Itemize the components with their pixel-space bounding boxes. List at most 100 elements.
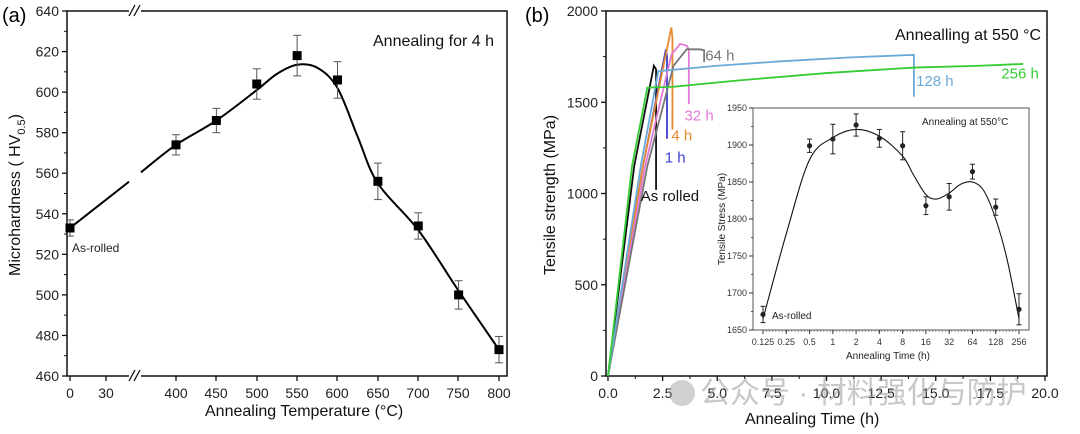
x-tick-label: 5.0	[708, 385, 728, 401]
inset-annotation: As-rolled	[772, 311, 811, 322]
ylabel-text: Microhardness ( HV	[7, 134, 24, 276]
panel-b-ylabel: Tensile strength (MPa)	[542, 115, 559, 275]
y-tick-label: 1000	[567, 186, 598, 202]
panel-a-y-ticks: 460 480 500 520 540 560 580 600 620 640	[36, 3, 67, 384]
x-tick-label: 500	[245, 385, 269, 401]
curve-label: 256 h	[1001, 66, 1039, 83]
curve-label: As rolled	[641, 188, 699, 205]
data-point	[65, 223, 75, 233]
panel-b-y-ticks: 0 500 1000 1500 2000	[567, 3, 606, 384]
data-point	[333, 75, 342, 85]
panel-a-points	[65, 34, 504, 364]
watermark: 公众号 · 材料强化与防护	[700, 377, 1027, 410]
y-tick-label: 2000	[567, 3, 598, 19]
y-tick-label: 600	[36, 84, 60, 100]
panel-a-ylabel: Microhardness ( HV0.5)	[7, 114, 28, 276]
y-tick-label: 460	[36, 368, 60, 384]
data-point	[900, 143, 906, 149]
as-rolled-annotation: As-rolled	[72, 241, 119, 255]
data-point	[806, 143, 813, 149]
x-tick-label: 450	[204, 385, 228, 401]
curve-label: 4 h	[671, 128, 692, 145]
x-tick-label: 0.0	[598, 385, 618, 401]
inset-x-ticks: 0.125 0.25 0.5 1 2 4 8 16 32 64 128 256	[752, 330, 1027, 347]
y-tick-label: 1800	[727, 214, 747, 224]
y-tick-label: 0	[590, 368, 598, 384]
panel-b-title: Annealling at 550 °C	[895, 27, 1041, 44]
data-point	[830, 136, 836, 142]
y-tick-label: 1700	[727, 288, 747, 298]
x-tick-label: 1	[830, 337, 835, 347]
panel-b: (b) 0 500 1000 1500 2000 0.0 2.5 5.0 7.5 10.0 12.…	[525, 3, 1059, 428]
data-point	[969, 169, 976, 175]
data-point	[211, 116, 221, 125]
panel-a-title: Annealing for 4 h	[373, 33, 494, 50]
y-tick-label: 520	[36, 246, 60, 262]
inset-xlabel: Annealing Time (h)	[846, 351, 930, 362]
y-tick-label: 1950	[727, 103, 747, 113]
x-tick-label: 20.0	[1031, 385, 1058, 401]
curve-128-h	[607, 53, 915, 377]
x-tick-label: 8	[900, 337, 905, 347]
x-tick-label: 700	[406, 385, 430, 401]
x-tick-label: 0.5	[803, 337, 816, 347]
x-tick-label: 7.5	[762, 385, 782, 401]
curve-label: 32 h	[684, 108, 713, 125]
data-point	[494, 345, 504, 355]
data-point	[946, 194, 952, 200]
panel-a-xlabel: Annealing Temperature (°C)	[205, 403, 403, 420]
y-tick-label: 580	[36, 125, 60, 141]
data-point	[292, 51, 302, 61]
y-tick-label: 500	[575, 277, 599, 293]
inset-fit-curve	[762, 128, 1020, 320]
x-tick-label: 17.5	[977, 385, 1004, 401]
panel-a-x-ticks: 0 30 400 450 500 550 600 650 700 750 800	[66, 376, 511, 401]
panel-b-curves	[607, 27, 1024, 377]
axis-break-marks	[128, 4, 141, 382]
data-point	[853, 122, 859, 128]
panel-a: (a) 460 480 500 520 540 560 580 600 620 640 0 30 40…	[2, 3, 511, 420]
x-tick-label: 0	[66, 385, 74, 401]
x-tick-label: 128	[988, 337, 1003, 347]
x-tick-label: 750	[446, 385, 470, 401]
y-tick-label: 1900	[727, 140, 747, 150]
curve-label: 64 h	[705, 47, 734, 64]
panel-a-fit-curve	[69, 63, 500, 351]
ylabel-close: )	[7, 114, 24, 119]
x-tick-label: 30	[98, 385, 114, 401]
curve-256-h	[607, 63, 1024, 377]
data-point	[413, 221, 423, 231]
ylabel-subscript: 0.5	[16, 119, 28, 134]
x-tick-label: 256	[1011, 337, 1026, 347]
y-tick-label: 500	[36, 287, 60, 303]
x-tick-label: 650	[366, 385, 390, 401]
x-tick-label: 16	[921, 337, 931, 347]
x-tick-label: 400	[164, 385, 188, 401]
inset-ylabel: Tensile Stress (MPa)	[717, 173, 728, 265]
curve-as-rolled	[607, 63, 657, 377]
x-tick-label: 600	[325, 385, 349, 401]
data-point	[454, 290, 464, 300]
y-tick-label: 480	[36, 327, 60, 343]
data-point	[760, 311, 766, 318]
data-point	[993, 204, 999, 210]
panel-b-label: (b)	[525, 5, 549, 27]
inset-frame	[752, 107, 1030, 331]
data-point	[876, 135, 882, 141]
x-tick-label: 64	[967, 337, 977, 347]
x-tick-label: 0.125	[752, 337, 775, 347]
y-tick-label: 1500	[567, 94, 598, 110]
inset-y-ticks: 1650 1700 1750 1800 1850 1900 1950	[727, 103, 753, 335]
x-tick-label: 0.25	[778, 337, 796, 347]
x-tick-label: 800	[487, 385, 511, 401]
x-tick-label: 15.0	[922, 385, 949, 401]
panel-a-label: (a)	[2, 5, 26, 27]
inset-points	[760, 113, 1022, 326]
x-tick-label: 12.5	[868, 385, 895, 401]
panel-b-x-ticks: 0.0 2.5 5.0 7.5 10.0 12.5 15.0 17.5 20.0	[598, 376, 1059, 401]
y-tick-label: 540	[36, 206, 60, 222]
y-tick-label: 1850	[727, 177, 747, 187]
y-tick-label: 560	[36, 165, 60, 181]
data-point	[252, 79, 262, 89]
